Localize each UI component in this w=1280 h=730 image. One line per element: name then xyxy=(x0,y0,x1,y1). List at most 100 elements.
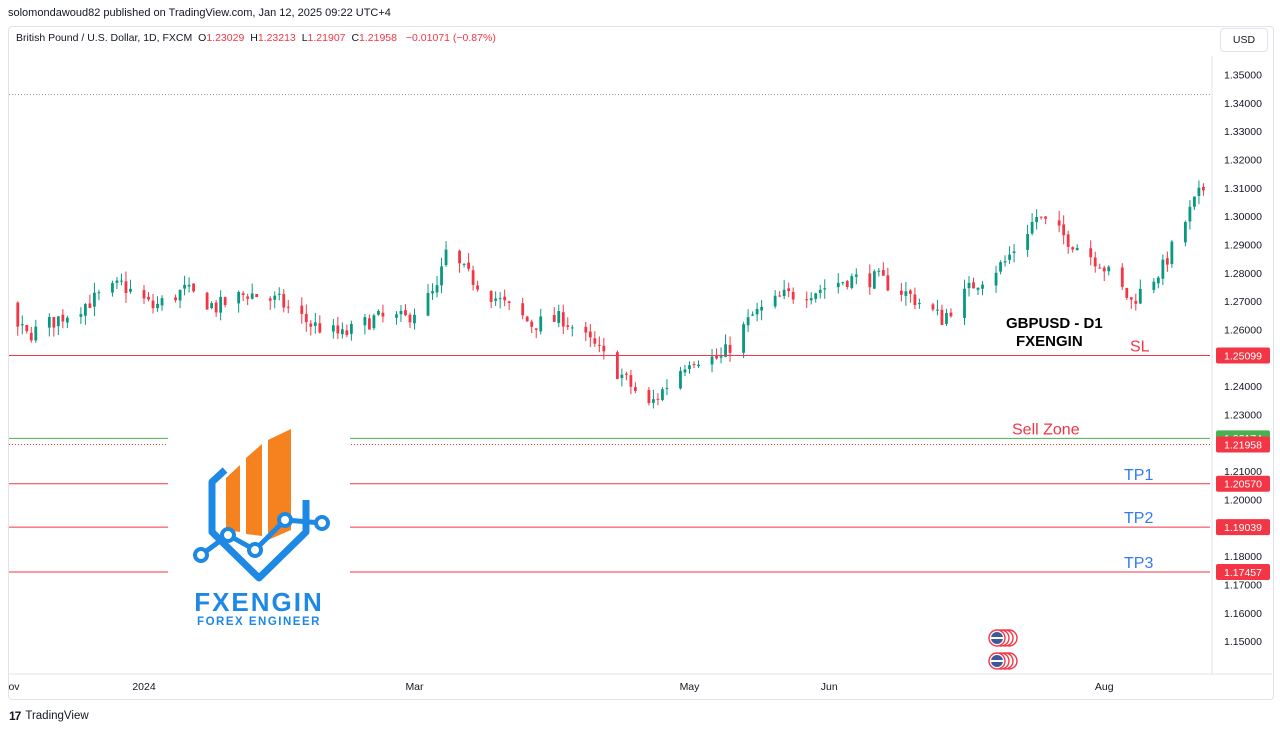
candle-body xyxy=(241,293,245,296)
candle-body xyxy=(981,284,984,289)
event-icon-gb[interactable] xyxy=(988,629,1018,647)
candle-body xyxy=(525,316,529,322)
level-price-tag xyxy=(1216,563,1270,580)
level-price-text: 1.21958 xyxy=(1224,439,1262,451)
candle-body xyxy=(787,288,791,292)
candle-body xyxy=(237,291,241,304)
candle-body xyxy=(715,355,718,359)
candle-body xyxy=(1134,300,1138,304)
candle-body xyxy=(940,309,944,325)
publisher-text: solomondawoud82 published on TradingView… xyxy=(8,7,391,19)
candle-body xyxy=(47,316,51,328)
candle-body xyxy=(588,331,592,338)
candle-body xyxy=(156,303,159,309)
candle-body xyxy=(854,274,858,277)
annotation-line-2: FXENGIN xyxy=(1016,333,1083,350)
time-tick-label: Mar xyxy=(405,681,424,693)
candle-body xyxy=(444,249,448,266)
level-label-tp2: TP2 xyxy=(1124,510,1153,527)
candle-body xyxy=(286,306,290,308)
candle-body xyxy=(1008,254,1011,260)
event-icon-us[interactable] xyxy=(988,652,1018,670)
candle-body xyxy=(1202,186,1205,191)
candle-body xyxy=(1066,234,1070,247)
candle-body xyxy=(597,344,601,346)
price-tick-label: 1.30000 xyxy=(1224,211,1262,223)
candle-body xyxy=(381,312,385,317)
candle-body xyxy=(20,324,24,326)
candle-body xyxy=(760,307,764,311)
candle-body xyxy=(124,281,128,294)
close-label: C xyxy=(351,32,360,44)
candle-body xyxy=(115,280,119,283)
candle-body xyxy=(1075,248,1079,251)
candle-body xyxy=(652,399,655,403)
tradingview-logo[interactable]: 17 TradingView xyxy=(9,709,89,723)
candle-body xyxy=(773,295,777,307)
candle-body xyxy=(1193,196,1196,207)
level-price-tag xyxy=(1216,519,1270,536)
candle-body xyxy=(93,292,96,307)
candle-body xyxy=(277,293,281,295)
candle-body xyxy=(151,300,155,309)
price-tick-label: 1.29000 xyxy=(1224,239,1262,251)
level-price-tag xyxy=(1216,347,1270,364)
candle-body xyxy=(160,298,164,306)
candle-body xyxy=(1197,187,1201,196)
candle-body xyxy=(183,284,186,289)
candle-body xyxy=(778,295,782,297)
candle-body xyxy=(214,302,218,313)
candle-body xyxy=(647,389,651,404)
candle-body xyxy=(273,295,277,300)
candle-body xyxy=(1057,220,1061,226)
candle-body xyxy=(205,292,209,310)
candle-body xyxy=(886,275,890,291)
candle-body xyxy=(728,344,732,353)
candle-body xyxy=(1102,267,1106,272)
candle-body xyxy=(679,370,682,389)
price-tick-label: 1.34000 xyxy=(1224,98,1262,110)
candle-body xyxy=(697,364,700,367)
candle-body xyxy=(498,298,502,300)
candle-body xyxy=(34,326,38,341)
candle-body xyxy=(25,325,29,332)
candle-body xyxy=(710,356,714,365)
candle-body xyxy=(521,303,525,316)
candle-body xyxy=(661,389,664,401)
candle-body xyxy=(192,283,195,292)
candle-body xyxy=(372,315,376,329)
candle-body xyxy=(791,291,795,300)
candle-body xyxy=(688,365,691,370)
symbol-legend: British Pound / U.S. Dollar, 1D, FXCM O1… xyxy=(16,32,496,44)
candle-body xyxy=(129,288,132,292)
candle-body xyxy=(557,311,561,323)
candle-body xyxy=(967,282,971,289)
candle-body xyxy=(539,316,543,332)
time-tick-label: Aug xyxy=(1095,681,1114,693)
level-price-tag xyxy=(1216,436,1270,453)
candle-body xyxy=(972,282,975,289)
logo-node xyxy=(314,515,330,531)
open-label: O xyxy=(198,32,207,44)
level-price-tag xyxy=(1216,475,1270,492)
candle-body xyxy=(83,304,87,316)
candle-body xyxy=(566,325,570,327)
candle-body xyxy=(29,332,33,341)
candle-body xyxy=(489,291,493,302)
candle-body xyxy=(331,325,335,332)
candle-body xyxy=(210,303,214,309)
candle-body xyxy=(111,283,114,293)
price-tick-label: 1.15000 xyxy=(1224,636,1262,648)
candle-body xyxy=(570,327,574,329)
candle-body xyxy=(349,323,353,334)
event-flag-stripe xyxy=(991,637,1003,639)
candle-body xyxy=(949,312,953,317)
currency-button[interactable]: USD xyxy=(1220,28,1268,52)
candle-body xyxy=(1161,259,1165,279)
price-tick-label: 1.17000 xyxy=(1224,579,1262,591)
candle-body xyxy=(656,398,660,400)
level-label-sl: SL xyxy=(1130,338,1150,355)
candle-body xyxy=(219,296,223,313)
